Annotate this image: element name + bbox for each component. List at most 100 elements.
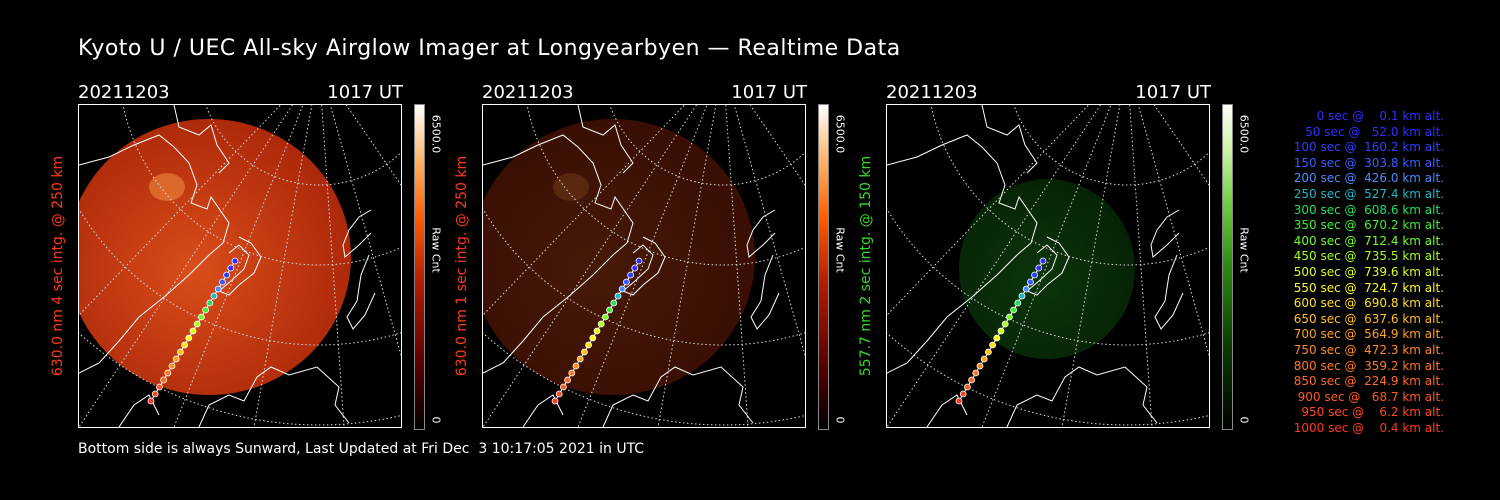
coastline [1150,209,1180,258]
aurora-spot [553,173,589,201]
coastline [602,366,754,427]
meridian-line [1137,105,1209,356]
wavelength-label: 557.7 nm 2 sec intg. @ 150 km [858,155,874,377]
colorbar-max: 6500.0 [426,104,446,164]
trajectory-point [1014,299,1022,307]
colorbar-max: 6500.0 [1234,104,1254,164]
legend-row: 0 sec @ 0.1 km alt. [1305,109,1444,123]
coastline [522,394,564,427]
colorbar-unit-label: Raw Cnt [833,227,847,273]
colorbar-min-label: 0 [1237,416,1251,424]
trajectory-point [955,397,963,405]
latitude-circle [205,105,401,186]
coastline [198,366,350,427]
colorbar-unit: Raw Cnt [1234,220,1254,280]
trajectory-point [635,257,643,265]
legend-row: 200 sec @ 426.0 km alt. [1289,171,1444,186]
trajectory-point [555,390,563,398]
meridian-line [1129,105,1153,427]
coastline [342,209,372,258]
meridian-line [887,105,1090,316]
colorbar-min-label: 0 [429,416,443,424]
legend-row: 750 sec @ 472.3 km alt. [1289,342,1444,357]
meridian-line [725,105,749,427]
trajectory-point [959,390,967,398]
coastline [1154,254,1184,330]
trajectory-point [227,264,235,272]
legend-row: 100 sec @ 160.2 km alt. [1289,140,1444,155]
panel-time: 1017 UT [327,82,403,103]
trajectory-point [568,369,576,377]
colorbar-unit: Raw Cnt [830,220,850,280]
coastline [218,236,262,296]
coastline [750,254,780,330]
meridian-line [483,105,698,427]
sky-disc [483,119,755,395]
meridian-line [657,105,717,427]
wavelength-label: 630.0 nm 4 sec intg. @ 250 km [50,155,66,377]
legend-row: 300 sec @ 608.6 km alt. [1289,202,1444,217]
panel-date: 20211203 [482,82,574,103]
trajectory-point [231,257,239,265]
trajectory-point [168,362,176,370]
colorbar-min-label: 0 [833,416,847,424]
colorbar-min: 0 [1234,410,1254,430]
trajectory-point [993,334,1001,342]
meridian-line [253,105,313,427]
coastline [622,236,666,296]
trajectory-point [164,369,172,377]
trajectory-legend: 0 sec @ 0.1 km alt. 50 sec @ 52.0 km alt… [1262,109,1444,436]
meridian-line [321,105,345,427]
legend-row: 350 sec @ 670.2 km alt. [1289,218,1444,233]
trajectory-point [576,355,584,363]
colorbar [414,104,425,430]
meridian-line [173,105,304,427]
legend-row: 850 sec @ 224.9 km alt. [1289,374,1444,389]
latitude-circle [483,332,805,426]
trajectory-point [1006,313,1013,321]
legend-row: 550 sec @ 724.7 km alt. [1289,280,1444,295]
trajectory-point [589,334,597,342]
trajectory-point [572,362,580,370]
trajectory-point [581,348,588,356]
trajectory-point [1026,278,1034,286]
colorbar-unit-label: Raw Cnt [429,227,443,273]
allsky-image [886,104,1210,428]
trajectory-point [614,292,622,300]
panel-side-label: 630.0 nm 4 sec intg. @ 250 km [44,104,72,428]
latitude-circle [1013,105,1209,186]
trajectory-point [1039,257,1047,265]
legend-row: 1000 sec @ 0.4 km alt. [1293,420,1444,435]
coastline [887,134,1038,374]
imager-panel-630nm-4sec: 20211203 1017 UT 630.0 nm 4 sec intg. @ … [50,80,508,430]
trajectory-point [964,383,971,391]
panel-side-label: 557.7 nm 2 sec intg. @ 150 km [852,104,880,428]
footer-note: Bottom side is always Sunward, Last Upda… [78,441,645,457]
legend-row: 600 sec @ 690.8 km alt. [1289,296,1444,311]
colorbar [818,104,829,430]
coastline [1006,366,1158,427]
meridian-line [981,105,1112,427]
trajectory-point [585,341,592,349]
coastline [926,394,968,427]
coastline [1026,236,1070,296]
legend-row: 800 sec @ 359.2 km alt. [1289,358,1444,373]
trajectory-point [593,327,601,335]
legend-row: 250 sec @ 527.4 km alt. [1289,186,1444,201]
panel-side-label: 630.0 nm 1 sec intg. @ 250 km [448,104,476,428]
trajectory-point [631,264,639,272]
panel-time: 1017 UT [1135,82,1211,103]
trajectory-point [1022,285,1030,293]
imager-panel-557nm-2sec: 20211203 1017 UT 557.7 nm 2 sec intg. @ … [858,80,1316,430]
trajectory-point [193,320,201,328]
colorbar-max: 6500.0 [830,104,850,164]
trajectory-point [1010,306,1017,314]
trajectory-point [560,383,567,391]
trajectory-point [976,362,984,370]
colorbar-max-label: 6500.0 [429,114,443,154]
legend-row: 400 sec @ 712.4 km alt. [1289,233,1444,248]
colorbar-min: 0 [830,410,850,430]
trajectory-point [210,292,218,300]
trajectory-point [1035,264,1043,272]
coastline [173,105,230,174]
